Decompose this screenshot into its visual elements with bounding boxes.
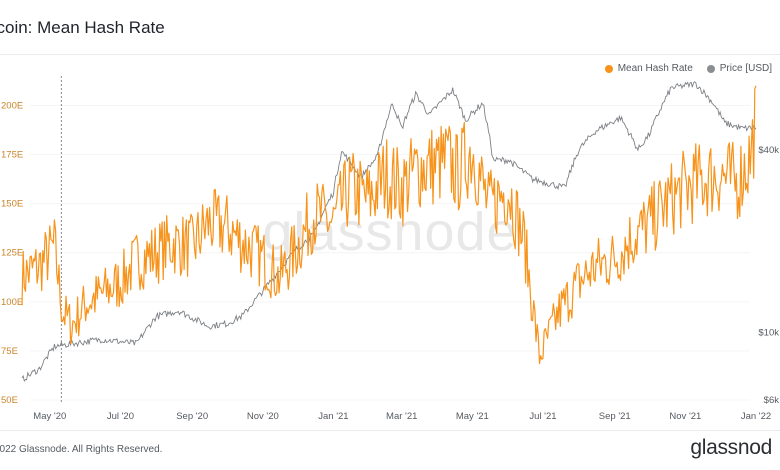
x-tick-label: Jan '21: [318, 411, 348, 422]
legend-label-hashrate: Mean Hash Rate: [617, 63, 693, 74]
legend-item-price[interactable]: Price [USD]: [706, 63, 772, 74]
left-tick-label: 100E: [1, 297, 23, 308]
footer-divider: [0, 430, 780, 431]
x-tick-label: Jul '20: [107, 411, 134, 422]
x-tick-label: Sep '20: [176, 411, 208, 422]
watermark: glassnode: [262, 202, 517, 262]
left-tick-label: 175E: [1, 150, 23, 161]
legend-item-hashrate[interactable]: Mean Hash Rate: [604, 63, 693, 74]
left-tick-label: 50E: [1, 395, 18, 406]
hashrate-series-line: [21, 85, 757, 365]
left-tick-label: 200E: [1, 100, 23, 111]
price-series-line: [21, 81, 757, 383]
x-tick-label: Jan '22: [741, 411, 771, 422]
x-tick-label: Nov '21: [669, 411, 701, 422]
chart-title: itcoin: Mean Hash Rate: [0, 18, 165, 37]
x-tick-label: May '20: [33, 411, 66, 422]
left-axis: 50E 75E 100E 125E 150E 175E 200E: [1, 100, 23, 406]
right-tick-label: $40k: [758, 145, 779, 156]
legend-label-price: Price [USD]: [719, 63, 772, 74]
x-tick-label: Mar '21: [386, 411, 417, 422]
footer-copyright: 2022 Glassnode. All Rights Reserved.: [0, 444, 163, 455]
chart-legend: Mean Hash Rate Price [USD]: [591, 63, 772, 74]
left-tick-label: 125E: [1, 248, 23, 259]
x-tick-label: May '21: [456, 411, 489, 422]
x-tick-label: Sep '21: [599, 411, 631, 422]
left-tick-label: 75E: [1, 346, 18, 357]
right-axis: $6k $10k $40k: [758, 145, 779, 406]
hashrate-swatch-icon: [604, 64, 613, 73]
left-tick-label: 150E: [1, 199, 23, 210]
x-tick-label: Nov '20: [247, 411, 279, 422]
title-divider: [0, 54, 780, 55]
right-tick-label: $6k: [764, 395, 780, 406]
price-swatch-icon: [706, 64, 715, 73]
chart-canvas[interactable]: glassnode 50E 75E 100E 125E 150E 175E 200E $6k…: [0, 0, 780, 430]
chart-grid: [30, 104, 750, 401]
right-tick-label: $10k: [758, 328, 779, 339]
x-axis: May '20 Jul '20 Sep '20 Nov '20 Jan '21 Mar '…: [33, 411, 771, 422]
x-tick-label: Jul '21: [529, 411, 556, 422]
brand-logo: glassnod: [690, 436, 772, 459]
